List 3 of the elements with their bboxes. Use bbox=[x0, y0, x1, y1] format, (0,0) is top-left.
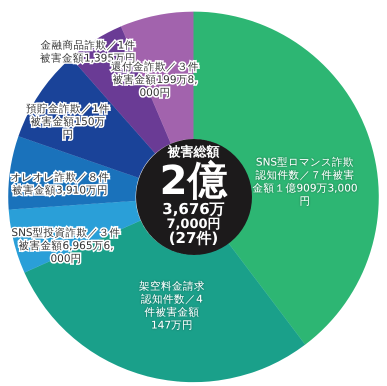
slice-label: オレオレ詐欺／８件被害金額3,910万円 bbox=[10, 170, 110, 196]
slice-label: 架空料金請求認知件数／4件被害金額147万円 bbox=[139, 280, 205, 332]
slice-label: SNS型ロマンス詐欺認知件数／７件被害金額１億909万3,000円 bbox=[252, 156, 358, 208]
